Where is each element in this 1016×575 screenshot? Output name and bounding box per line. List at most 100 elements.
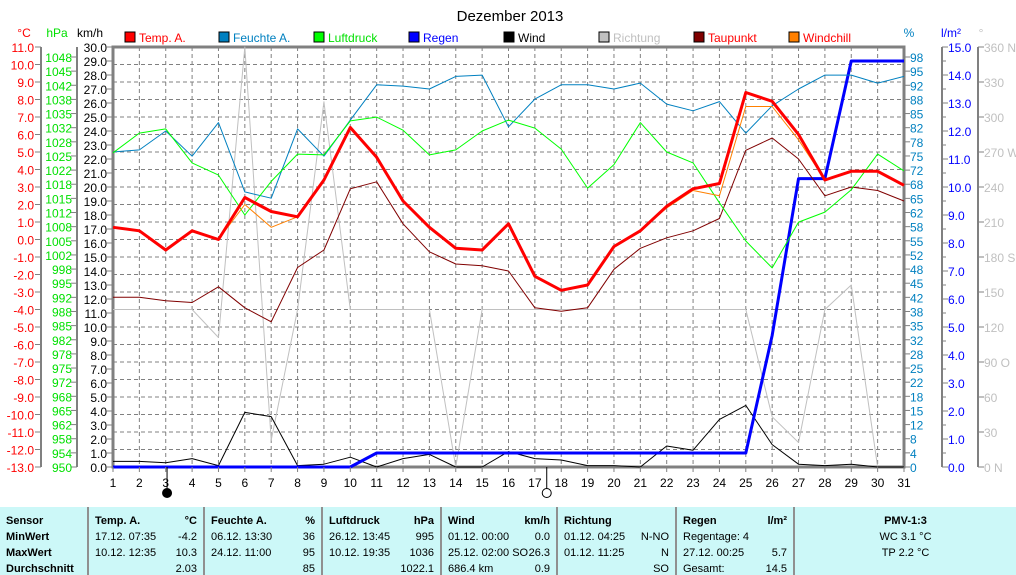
cell-value: N-NO [640,531,669,543]
table-cell-row: 10.12. 12:35 10.3 [95,545,197,561]
temp-tick-label: -2.0 [13,269,34,283]
wind-tick-label: 27.0 [84,83,108,97]
cell-time: 10.12. 19:35 [329,547,391,559]
rain-tick-label: 4.0 [948,349,965,363]
cell-value: 95 [302,547,315,559]
humidity-tick-label: 78 [910,136,924,150]
wind-tick-label: 10.0 [84,321,108,335]
temp-tick-label: -8.0 [13,374,34,388]
cell-time: Gesamt: [683,563,725,575]
column-title: Feuchte A. [211,515,267,527]
cell-time: 06.12. 13:30 [211,531,273,543]
rain-tick-label: 11.0 [948,153,971,167]
wind-tick-label: 21.0 [84,167,108,181]
pressure-tick-label: 962 [52,419,72,433]
legend-swatch [313,31,325,43]
pressure-tick-label: 968 [52,390,72,404]
axes: 11.010.09.08.07.06.05.04.03.02.01.00.0-1… [7,26,1016,475]
pressure-tick-label: 972 [52,376,72,390]
legend-item-rain: Regen [408,31,458,45]
pressure-tick-label: 954 [52,447,72,461]
column-unit: l/m² [767,515,787,527]
legend-label: Regen [423,31,458,45]
legend-label: Luftdruck [328,31,378,45]
direction-tick-label: 180 S [984,251,1015,265]
pressure-tick-label: 1038 [45,93,72,107]
temp-tick-label: 2.0 [17,199,34,213]
temp-tick-label: -5.0 [13,321,34,335]
legend-item-humidity: Feuchte A. [218,31,290,45]
wind-tick-label: 19.0 [84,195,108,209]
column-title: Richtung [564,515,612,527]
wind-tick-label: 16.0 [84,237,108,251]
humidity-tick-label: 75 [910,150,924,164]
wind-tick-label: 14.0 [84,265,108,279]
humidity-tick-label: 18 [910,390,924,404]
legend-item-windchill: Windchill [788,31,851,45]
rain-tick-label: 1.0 [948,433,965,447]
column-title: Temp. A. [95,515,141,527]
x-tick-label: 22 [660,476,674,490]
legend-swatch [598,31,610,43]
table-cell-row: Regentage: 4 [683,529,787,545]
wind-tick-label: 22.0 [84,153,108,167]
wind-tick-label: 3.0 [90,419,107,433]
direction-tick-label: 210 [984,216,1004,230]
wind-tick-label: 5.0 [90,391,107,405]
table-cell-row: 25.12. 02:00 SO 26.3 [448,545,550,561]
rain-tick-label: 3.0 [948,377,965,391]
humidity-tick-label: 65 [910,192,924,206]
humidity-tick-label: 95 [910,65,924,79]
humidity-tick-label: 0 [910,461,917,475]
row-label-sensor: Sensor [6,515,44,527]
legend-item-wind: Wind [503,31,545,45]
x-tick-label: 2 [136,476,143,490]
rain-tick-label: 9.0 [948,209,965,223]
statistics-table: Sensor MinWert MaxWert Durchschnitt Temp… [0,507,1016,575]
pressure-unit-label: hPa [46,26,68,40]
direction-tick-label: 0 N [984,461,1003,475]
x-tick-label: 26 [765,476,779,490]
humidity-tick-label: 45 [910,277,924,291]
humidity-tick-label: 82 [910,122,924,136]
wind-tick-label: 23.0 [84,139,108,153]
temp-tick-label: -3.0 [13,286,34,300]
wind-tick-label: 4.0 [90,405,107,419]
temp-tick-label: 7.0 [17,111,34,125]
wind-unit-label: km/h [77,26,103,40]
row-label-column: Sensor MinWert MaxWert Durchschnitt [0,507,89,575]
humidity-tick-label: 22 [910,376,924,390]
x-tick-label: 25 [739,476,753,490]
pressure-tick-label: 992 [52,291,72,305]
wind-tick-label: 17.0 [84,223,108,237]
wind-tick-label: 28.0 [84,69,108,83]
table-cell-row: 17.12. 07:35 -4.2 [95,529,197,545]
direction-unit-label: ° [979,26,984,40]
x-tick-label: 5 [215,476,222,490]
column-title: Wind [448,515,475,527]
temp-tick-label: 0.0 [17,234,34,248]
cell-value: N [661,547,669,559]
column-unit: hPa [413,515,434,527]
pressure-tick-label: 1015 [45,192,72,206]
legend-swatch [218,31,230,43]
rain-tick-label: 0.0 [948,461,965,475]
legend-label: Windchill [803,31,851,45]
temp-tick-label: -1.0 [13,251,34,265]
temp-tick-label: 10.0 [11,59,35,73]
x-tick-label: 3 [162,476,169,490]
table-cell-row: SO [564,561,669,575]
temp-tick-label: 6.0 [17,129,34,143]
direction-tick-label: 150 [984,286,1004,300]
legend-label: Temp. A. [139,31,186,45]
column-title: Regen [683,515,717,527]
legend-item-dewpoint: Taupunkt [693,31,757,45]
pressure-tick-label: 1022 [45,164,72,178]
pressure-tick-label: 1045 [45,65,72,79]
direction-tick-label: 360 N [984,41,1016,55]
pressure-tick-label: 1025 [45,150,72,164]
table-cell-row: 27.12. 00:25 5.7 [683,545,787,561]
cell-time: 25.12. 02:00 SO [448,547,529,559]
cell-time: 01.12. 04:25 [564,531,626,543]
